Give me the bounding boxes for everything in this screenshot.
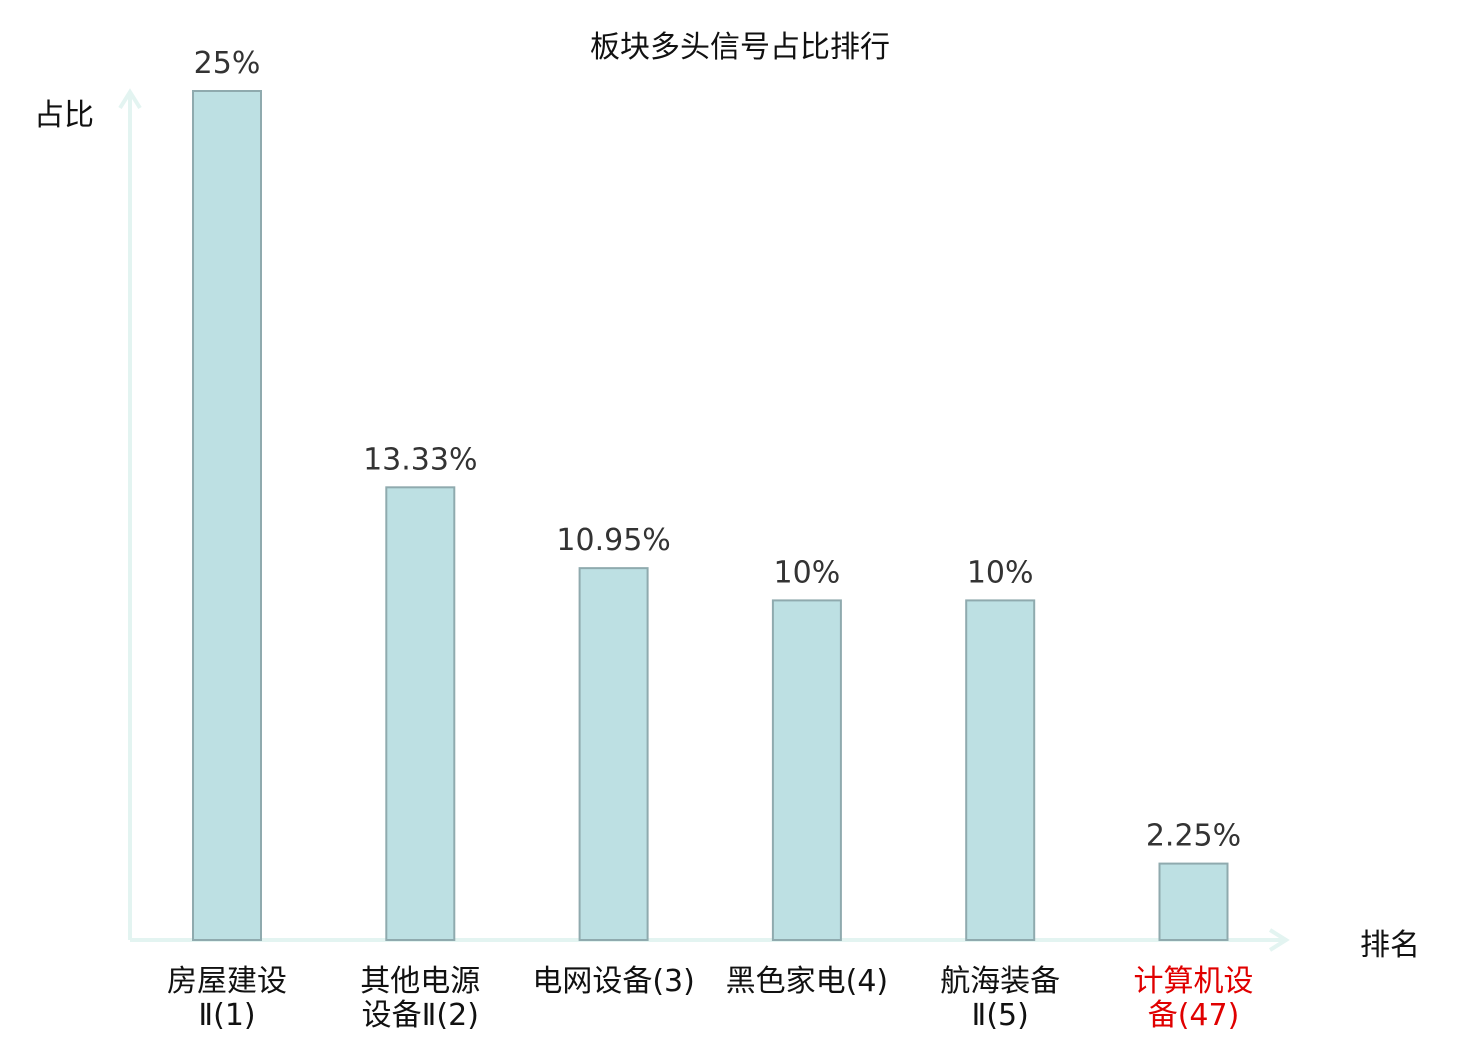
bar-5 xyxy=(965,599,1036,942)
bar-3 xyxy=(578,567,649,941)
category-label-1: 房屋建设 Ⅱ(1) xyxy=(167,964,287,1033)
category-label-2: 其他电源 设备Ⅱ(2) xyxy=(360,964,481,1033)
x-axis-arrow xyxy=(1268,928,1290,952)
x-axis-label: 排名 xyxy=(1360,928,1420,963)
category-label-6: 计算机设 备(47) xyxy=(1133,964,1254,1033)
value-label-6: 2.25% xyxy=(1146,819,1241,854)
bar-2 xyxy=(385,486,456,941)
y-axis-arrow xyxy=(118,88,142,110)
value-label-4: 10% xyxy=(774,555,841,590)
category-label-4: 黑色家电(4) xyxy=(725,964,889,999)
bars xyxy=(192,90,1229,942)
chart-title: 板块多头信号占比排行 xyxy=(590,30,890,65)
bar-4 xyxy=(771,599,842,942)
axes xyxy=(118,88,1290,952)
value-label-5: 10% xyxy=(967,555,1034,590)
value-label-1: 25% xyxy=(194,46,261,81)
value-label-2: 13.33% xyxy=(363,442,477,477)
value-label-3: 10.95% xyxy=(556,523,670,558)
value-labels: 25% 13.33% 10.95% 10% 10% 2.25% xyxy=(194,46,1242,854)
y-axis-label: 占比 xyxy=(34,98,94,133)
category-label-3: 电网设备(3) xyxy=(532,964,695,999)
bar-1 xyxy=(192,90,262,941)
category-label-5: 航海装备 Ⅱ(5) xyxy=(940,964,1061,1033)
bar-6 xyxy=(1158,862,1229,942)
